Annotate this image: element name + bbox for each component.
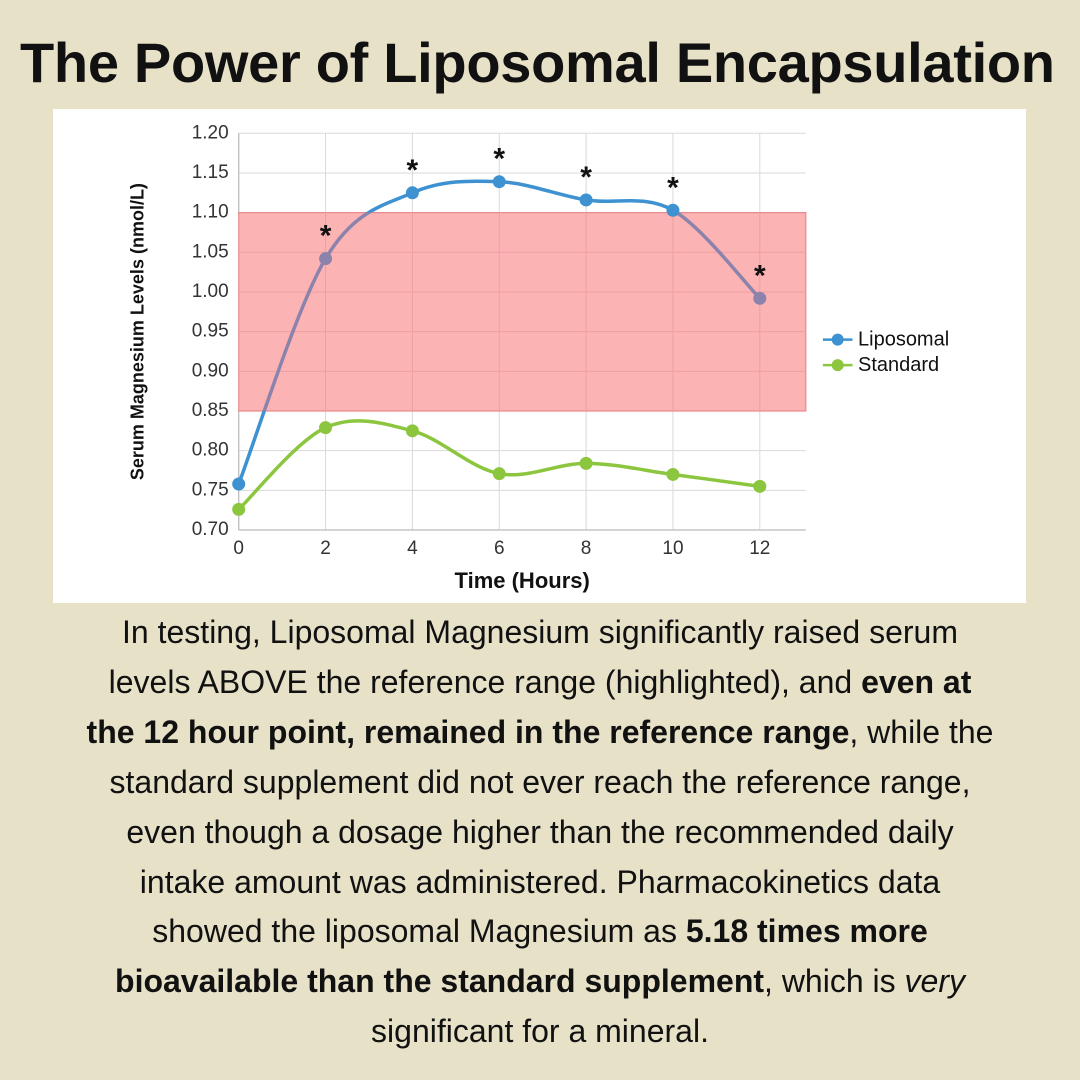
svg-text:0: 0 (233, 538, 244, 559)
svg-text:4: 4 (407, 538, 418, 559)
svg-text:*: * (493, 143, 505, 176)
svg-text:1.15: 1.15 (192, 162, 229, 183)
svg-text:1.05: 1.05 (192, 241, 229, 262)
svg-text:1.00: 1.00 (192, 281, 229, 302)
svg-text:*: * (580, 161, 592, 194)
svg-text:1.20: 1.20 (192, 122, 229, 143)
svg-text:*: * (754, 259, 766, 292)
svg-text:0.70: 0.70 (192, 519, 229, 540)
svg-text:1.10: 1.10 (192, 202, 229, 223)
svg-text:12: 12 (749, 538, 770, 559)
svg-text:6: 6 (494, 538, 505, 559)
svg-text:*: * (320, 220, 332, 253)
svg-text:0.80: 0.80 (192, 440, 229, 461)
svg-text:0.95: 0.95 (192, 321, 229, 342)
svg-text:*: * (407, 154, 419, 187)
svg-text:2: 2 (320, 538, 331, 559)
svg-text:0.90: 0.90 (192, 360, 229, 381)
svg-text:0.85: 0.85 (192, 400, 229, 421)
svg-text:Liposomal: Liposomal (858, 329, 949, 351)
svg-text:Time (Hours): Time (Hours) (455, 568, 590, 593)
svg-text:0.75: 0.75 (192, 479, 229, 500)
svg-text:*: * (667, 171, 679, 204)
svg-text:10: 10 (662, 538, 683, 559)
svg-text:Standard: Standard (858, 354, 939, 376)
svg-text:8: 8 (581, 538, 592, 559)
svg-text:Serum Magnesium Levels (nmol/L: Serum Magnesium Levels (nmol/L) (128, 183, 148, 480)
